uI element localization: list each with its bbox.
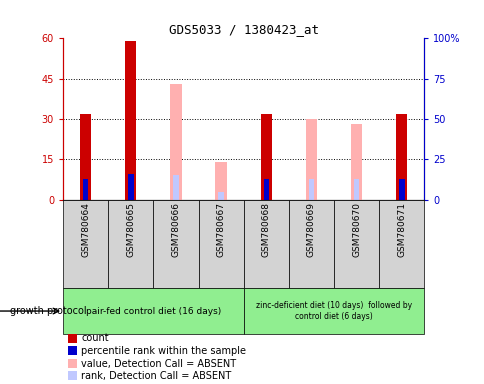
Bar	[63, 288, 243, 334]
Bar	[378, 200, 424, 288]
Bar	[80, 114, 91, 200]
Bar	[350, 124, 362, 200]
Bar	[308, 179, 314, 200]
Bar	[198, 200, 243, 288]
Bar	[263, 179, 269, 200]
Bar	[128, 174, 133, 200]
Text: GSM780664: GSM780664	[81, 202, 90, 257]
Bar	[218, 192, 224, 200]
Text: GSM780665: GSM780665	[126, 202, 135, 257]
Text: GSM780670: GSM780670	[351, 202, 361, 257]
Text: pair-fed control diet (16 days): pair-fed control diet (16 days)	[86, 306, 221, 316]
Bar	[395, 114, 407, 200]
Text: GSM780671: GSM780671	[396, 202, 406, 257]
Bar	[305, 119, 317, 200]
Bar	[125, 41, 136, 200]
Text: zinc-deficient diet (10 days)  followed by
control diet (6 days): zinc-deficient diet (10 days) followed b…	[256, 301, 411, 321]
Bar	[63, 200, 108, 288]
Text: GSM780667: GSM780667	[216, 202, 225, 257]
Bar	[243, 200, 288, 288]
Text: GSM780669: GSM780669	[306, 202, 315, 257]
Bar	[353, 179, 359, 200]
Text: growth protocol: growth protocol	[10, 306, 86, 316]
Bar	[333, 200, 378, 288]
Text: GSM780668: GSM780668	[261, 202, 270, 257]
Bar	[260, 114, 272, 200]
Text: value, Detection Call = ABSENT: value, Detection Call = ABSENT	[81, 359, 236, 369]
Title: GDS5033 / 1380423_at: GDS5033 / 1380423_at	[168, 23, 318, 36]
Text: rank, Detection Call = ABSENT: rank, Detection Call = ABSENT	[81, 371, 231, 381]
Bar	[108, 200, 153, 288]
Bar	[153, 200, 198, 288]
Bar	[173, 175, 178, 200]
Bar	[308, 179, 314, 200]
Bar	[398, 179, 404, 200]
Bar	[83, 179, 88, 200]
Bar	[243, 288, 424, 334]
Text: percentile rank within the sample: percentile rank within the sample	[81, 346, 246, 356]
Text: count: count	[81, 333, 109, 343]
Bar	[215, 162, 227, 200]
Bar	[170, 84, 181, 200]
Bar	[288, 200, 333, 288]
Text: GSM780666: GSM780666	[171, 202, 180, 257]
